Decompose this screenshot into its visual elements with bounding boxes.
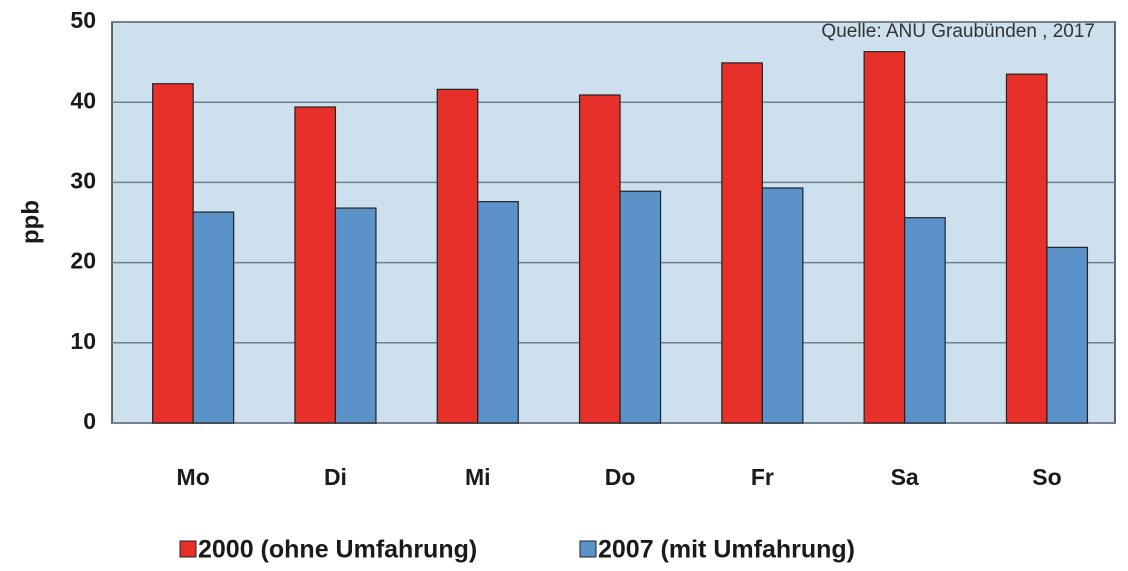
bar	[578, 94, 621, 424]
y-tick-label: 40	[70, 87, 96, 113]
x-tick-label: Mo	[177, 464, 210, 490]
bar	[334, 207, 377, 424]
bar	[863, 51, 906, 424]
legend-swatch	[579, 540, 597, 558]
x-tick-label: Fr	[751, 464, 774, 490]
y-tick-label: 20	[70, 248, 96, 274]
y-tick-label: 30	[70, 167, 96, 193]
legend-label: 2000 (ohne Umfahrung)	[198, 536, 477, 564]
bar	[1005, 73, 1048, 424]
bar	[436, 88, 479, 424]
legend-label: 2007 (mit Umfahrung)	[598, 536, 855, 564]
bar	[761, 187, 804, 424]
bar	[192, 211, 235, 424]
x-tick-label: Di	[324, 464, 347, 490]
y-tick-label: 10	[70, 328, 96, 354]
bar	[477, 201, 519, 424]
x-tick-label: Sa	[891, 464, 919, 490]
legend-swatch	[179, 540, 197, 558]
bar	[1046, 246, 1089, 424]
x-tick-label: Do	[605, 464, 636, 490]
bar	[904, 217, 946, 424]
y-axis-label: ppb	[17, 200, 44, 244]
y-tick-label: 50	[70, 7, 96, 33]
bar	[152, 83, 194, 424]
annotation: Quelle: ANU Graubünden , 2017	[821, 21, 1095, 42]
x-tick-label: So	[1032, 464, 1061, 490]
bar	[619, 190, 662, 424]
x-tick-label: Mi	[465, 464, 491, 490]
bar	[294, 106, 337, 424]
y-tick-label: 0	[83, 408, 96, 434]
bar	[721, 62, 763, 424]
